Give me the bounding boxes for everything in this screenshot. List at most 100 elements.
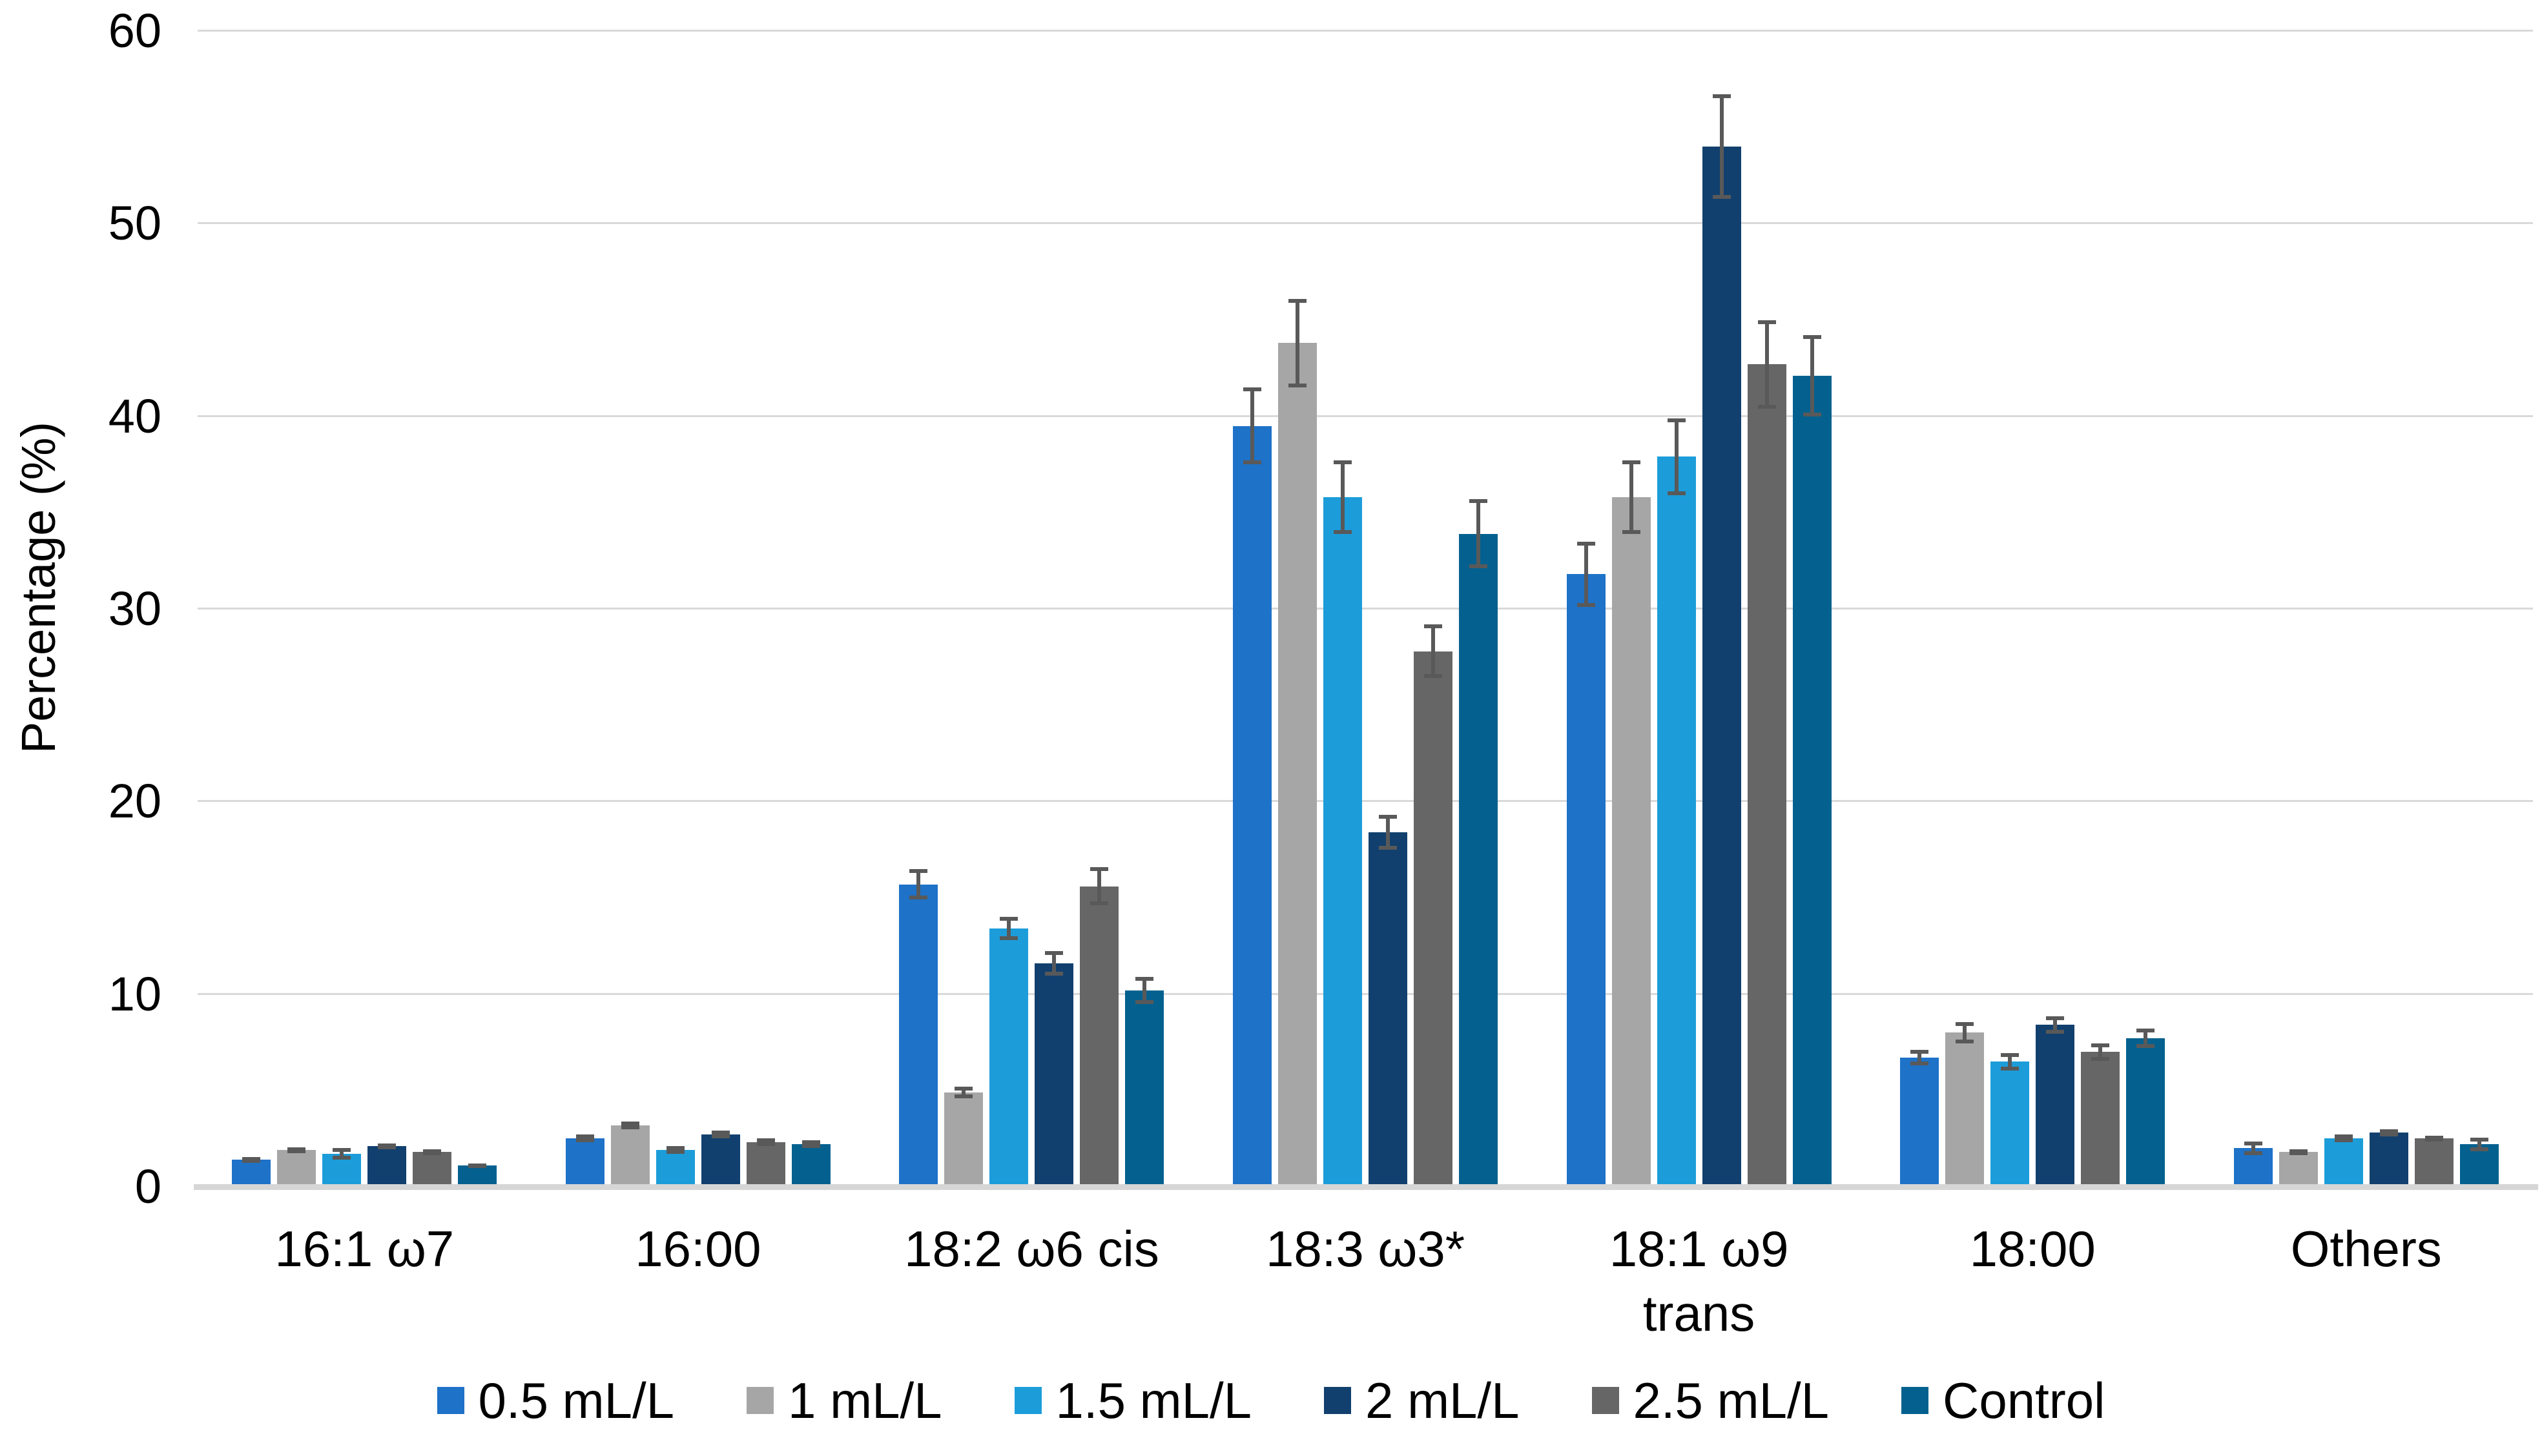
y-tick-label: 0 bbox=[134, 1160, 161, 1213]
error-bar-cap-bottom bbox=[801, 1144, 820, 1149]
gridline-20 bbox=[198, 800, 2533, 803]
error-bar-cap-top bbox=[2001, 1052, 2020, 1057]
bar-cell bbox=[791, 31, 831, 1187]
error-bar bbox=[1386, 815, 1390, 850]
bar-cell bbox=[2459, 31, 2499, 1187]
error-bar-cap-bottom bbox=[955, 1094, 973, 1098]
bar bbox=[232, 1160, 271, 1187]
error-bar-cap-top bbox=[333, 1148, 351, 1153]
legend-label: 1.5 mL/L bbox=[1055, 1372, 1252, 1429]
legend-label: 1 mL/L bbox=[788, 1372, 942, 1429]
error-bar bbox=[1476, 498, 1481, 569]
error-bar-cap-bottom bbox=[1576, 603, 1595, 608]
x-tick-label: Others bbox=[2290, 1220, 2442, 1277]
error-bar-cap-bottom bbox=[1135, 1000, 1154, 1004]
bar-cell bbox=[944, 31, 984, 1187]
error-bar-cap-bottom bbox=[1379, 845, 1398, 850]
error-bar-cap-top bbox=[2136, 1029, 2155, 1033]
x-axis-line bbox=[194, 1184, 2538, 1190]
legend-swatch bbox=[1014, 1387, 1042, 1414]
bar bbox=[791, 1144, 831, 1187]
legend: 0.5 mL/L 1 mL/L 1.5 mL/L 2 mL/L 2.5 mL/L Cont… bbox=[0, 1375, 2542, 1426]
bar-cell bbox=[1323, 31, 1363, 1187]
error-bar-cap-bottom bbox=[2244, 1151, 2262, 1155]
error-bar-cap-bottom bbox=[575, 1138, 594, 1143]
bar bbox=[610, 1125, 650, 1187]
error-bar bbox=[1341, 460, 1345, 534]
error-bar-cap-bottom bbox=[1243, 460, 1262, 465]
bar-cell bbox=[610, 31, 650, 1187]
bar-cell bbox=[1369, 31, 1408, 1187]
error-bar-cap-bottom bbox=[287, 1149, 306, 1153]
error-bar-cap-top bbox=[2334, 1134, 2353, 1139]
bar bbox=[746, 1142, 785, 1187]
error-bar-cap-bottom bbox=[423, 1151, 442, 1155]
gridline-50 bbox=[198, 222, 2533, 225]
legend-swatch bbox=[747, 1387, 774, 1414]
error-bar bbox=[2008, 1052, 2012, 1071]
bar bbox=[1414, 651, 1453, 1187]
bar bbox=[701, 1134, 740, 1187]
bar bbox=[458, 1165, 497, 1187]
error-bar-cap-top bbox=[801, 1140, 820, 1145]
error-bar-cap-bottom bbox=[1000, 936, 1018, 941]
error-bar-cap-top bbox=[1757, 320, 1776, 324]
bar-cell bbox=[232, 31, 271, 1187]
error-bar-cap-top bbox=[955, 1086, 973, 1091]
bar bbox=[1125, 990, 1164, 1187]
error-bar-cap-top bbox=[1135, 976, 1154, 981]
bar-cell bbox=[899, 31, 938, 1187]
error-bar-cap-top bbox=[1045, 950, 1064, 955]
error-bar-cap-bottom bbox=[1469, 564, 1488, 569]
bar-cell bbox=[2036, 31, 2075, 1187]
error-bar-cap-bottom bbox=[909, 896, 928, 900]
error-bar-cap-top bbox=[2244, 1141, 2262, 1145]
error-bar-cap-bottom bbox=[2470, 1147, 2488, 1151]
bar bbox=[367, 1146, 407, 1187]
bar-cell bbox=[277, 31, 316, 1187]
bar-cell bbox=[1278, 31, 1318, 1187]
x-tick-label: 16:1 ω7 bbox=[274, 1220, 455, 1277]
error-bar bbox=[1629, 460, 1633, 534]
bar bbox=[899, 884, 938, 1187]
error-bar bbox=[916, 868, 921, 900]
error-bar-cap-top bbox=[2470, 1137, 2488, 1142]
error-bar-cap-bottom bbox=[711, 1134, 730, 1139]
gridline-30 bbox=[198, 608, 2533, 610]
bar-cell bbox=[656, 31, 695, 1187]
error-bar bbox=[1142, 976, 1147, 1004]
bar-cell bbox=[1945, 31, 1985, 1187]
error-bar-cap-bottom bbox=[2379, 1133, 2398, 1137]
bar bbox=[1278, 343, 1318, 1187]
error-bar-cap-bottom bbox=[1757, 404, 1776, 409]
error-bar bbox=[1007, 917, 1011, 941]
error-bar-cap-top bbox=[1243, 387, 1262, 391]
error-bar-cap-bottom bbox=[1910, 1061, 1929, 1066]
bar-cell bbox=[2414, 31, 2454, 1187]
bar-cell bbox=[1990, 31, 2030, 1187]
bar-cell bbox=[1414, 31, 1453, 1187]
error-bar-cap-bottom bbox=[1288, 383, 1307, 387]
error-bar-cap-top bbox=[621, 1121, 639, 1125]
x-tick-label: 18:1 ω9 trans bbox=[1609, 1220, 1789, 1342]
bar bbox=[2278, 1152, 2318, 1187]
error-bar-cap-bottom bbox=[1803, 412, 1821, 416]
bar bbox=[989, 928, 1029, 1187]
bar bbox=[1747, 364, 1786, 1187]
bar bbox=[1900, 1058, 1939, 1187]
x-tick-label: 16:00 bbox=[635, 1220, 761, 1277]
bar-cell bbox=[413, 31, 452, 1187]
bar bbox=[1459, 533, 1498, 1187]
bar-group bbox=[1866, 31, 2200, 1187]
bar-cell bbox=[1459, 31, 1498, 1187]
bar-cell bbox=[2278, 31, 2318, 1187]
error-bar-cap-bottom bbox=[2091, 1056, 2110, 1061]
error-bar-cap-top bbox=[1424, 624, 1443, 628]
error-bar bbox=[1097, 866, 1102, 906]
error-bar-cap-top bbox=[1469, 498, 1488, 503]
bar-group bbox=[865, 31, 1199, 1187]
gridline-40 bbox=[198, 415, 2533, 417]
bar-group bbox=[198, 31, 532, 1187]
error-bar bbox=[1963, 1021, 1967, 1043]
error-bar bbox=[1296, 298, 1300, 387]
